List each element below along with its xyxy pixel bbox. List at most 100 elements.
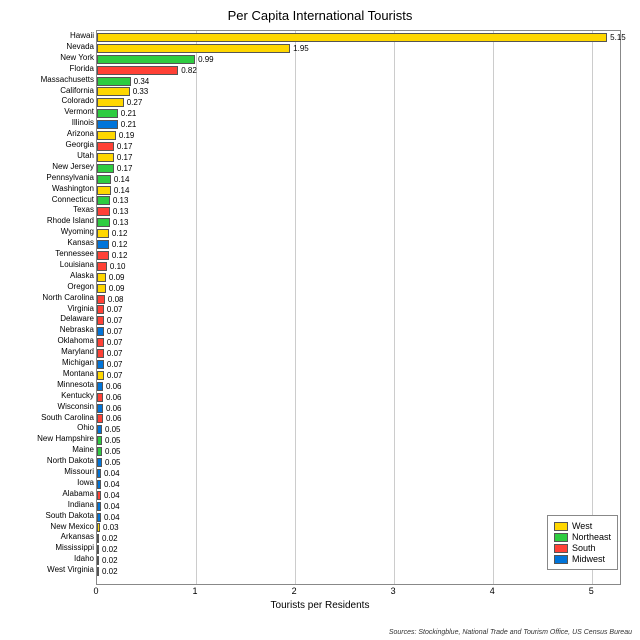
bar-row: 0.05 xyxy=(97,435,121,446)
bar xyxy=(97,120,118,129)
state-label: New Mexico xyxy=(50,522,94,533)
bar-value: 0.21 xyxy=(121,120,137,129)
state-label: Iowa xyxy=(77,478,94,489)
bar xyxy=(97,240,109,249)
state-label: Wyoming xyxy=(61,227,94,238)
bar-row: 5.15 xyxy=(97,32,626,43)
bar-value: 0.12 xyxy=(112,229,128,238)
bar-row: 0.03 xyxy=(97,523,119,534)
state-label: Nevada xyxy=(66,42,94,53)
bar-value: 0.21 xyxy=(121,109,137,118)
bar xyxy=(97,207,110,216)
bar-row: 0.09 xyxy=(97,283,124,294)
bar-value: 0.07 xyxy=(107,305,123,314)
legend-label: South xyxy=(572,543,596,553)
state-label: South Carolina xyxy=(41,413,94,424)
bar-row: 0.21 xyxy=(97,119,136,130)
bar-row: 0.99 xyxy=(97,54,214,65)
bar-value: 0.33 xyxy=(133,87,149,96)
bar-row: 0.04 xyxy=(97,512,120,523)
state-label: Pennsylvania xyxy=(46,173,94,184)
state-label: Illinois xyxy=(72,118,94,129)
bar xyxy=(97,447,102,456)
legend-swatch xyxy=(554,555,568,564)
grid-line xyxy=(592,31,593,584)
state-label: Arizona xyxy=(67,129,94,140)
bar xyxy=(97,404,103,413)
bar xyxy=(97,273,106,282)
bar xyxy=(97,251,109,260)
legend-swatch xyxy=(554,533,568,542)
legend-row: West xyxy=(554,521,611,531)
grid-line xyxy=(394,31,395,584)
state-label: South Dakota xyxy=(46,511,94,522)
state-label: Massachusetts xyxy=(41,75,94,86)
bar-row: 0.12 xyxy=(97,228,127,239)
bar-value: 0.13 xyxy=(113,196,129,205)
state-label: Rhode Island xyxy=(47,216,94,227)
bar-row: 0.07 xyxy=(97,326,123,337)
bar-value: 0.99 xyxy=(198,55,214,64)
state-label: Wisconsin xyxy=(58,402,94,413)
grid-line xyxy=(493,31,494,584)
bar xyxy=(97,371,104,380)
legend-label: Midwest xyxy=(572,554,605,564)
state-label: Missouri xyxy=(64,467,94,478)
bar xyxy=(97,436,102,445)
bar xyxy=(97,66,178,75)
state-label: Virginia xyxy=(67,304,94,315)
state-label: New Jersey xyxy=(52,162,94,173)
bar-row: 0.06 xyxy=(97,414,122,425)
bar-row: 0.21 xyxy=(97,108,136,119)
bar-value: 0.04 xyxy=(104,491,120,500)
state-label: West Virginia xyxy=(47,565,94,576)
bar xyxy=(97,414,103,423)
bar xyxy=(97,262,107,271)
bar-row: 0.33 xyxy=(97,87,148,98)
bar-row: 0.82 xyxy=(97,65,197,76)
state-label: Indiana xyxy=(68,500,94,511)
bar-row: 0.02 xyxy=(97,566,118,577)
bar xyxy=(97,425,102,434)
bar-value: 0.02 xyxy=(102,545,118,554)
bar xyxy=(97,338,104,347)
bar-value: 0.02 xyxy=(102,556,118,565)
bar-row: 0.07 xyxy=(97,359,123,370)
state-label: Arkansas xyxy=(61,532,94,543)
x-axis-title: Tourists per Residents xyxy=(0,600,640,611)
state-label: Maryland xyxy=(61,347,94,358)
bar-value: 0.03 xyxy=(103,523,119,532)
bar xyxy=(97,44,290,53)
bar-row: 0.07 xyxy=(97,315,123,326)
bar xyxy=(97,33,607,42)
state-label: Vermont xyxy=(64,107,94,118)
bar xyxy=(97,567,99,576)
bar-row: 0.14 xyxy=(97,174,129,185)
x-tick: 3 xyxy=(391,586,396,596)
bar-row: 0.04 xyxy=(97,479,120,490)
chart-title: Per Capita International Tourists xyxy=(0,0,640,23)
bar-value: 0.17 xyxy=(117,153,133,162)
bar-row: 0.05 xyxy=(97,446,121,457)
bar-value: 0.05 xyxy=(105,425,121,434)
bar xyxy=(97,502,101,511)
bar-value: 0.07 xyxy=(107,371,123,380)
bar xyxy=(97,305,104,314)
bar xyxy=(97,480,101,489)
state-label: Kentucky xyxy=(61,391,94,402)
bar-value: 0.07 xyxy=(107,327,123,336)
bar-row: 0.17 xyxy=(97,152,132,163)
bar xyxy=(97,295,105,304)
bar xyxy=(97,109,118,118)
bar xyxy=(97,382,103,391)
grid-line xyxy=(295,31,296,584)
bar-row: 0.02 xyxy=(97,555,118,566)
bar-value: 0.05 xyxy=(105,447,121,456)
bar-value: 0.13 xyxy=(113,207,129,216)
bar xyxy=(97,360,104,369)
bar-row: 0.07 xyxy=(97,337,123,348)
bar-value: 0.07 xyxy=(107,316,123,325)
state-label: North Dakota xyxy=(47,456,94,467)
bar-row: 0.17 xyxy=(97,163,132,174)
bar-row: 0.14 xyxy=(97,185,129,196)
